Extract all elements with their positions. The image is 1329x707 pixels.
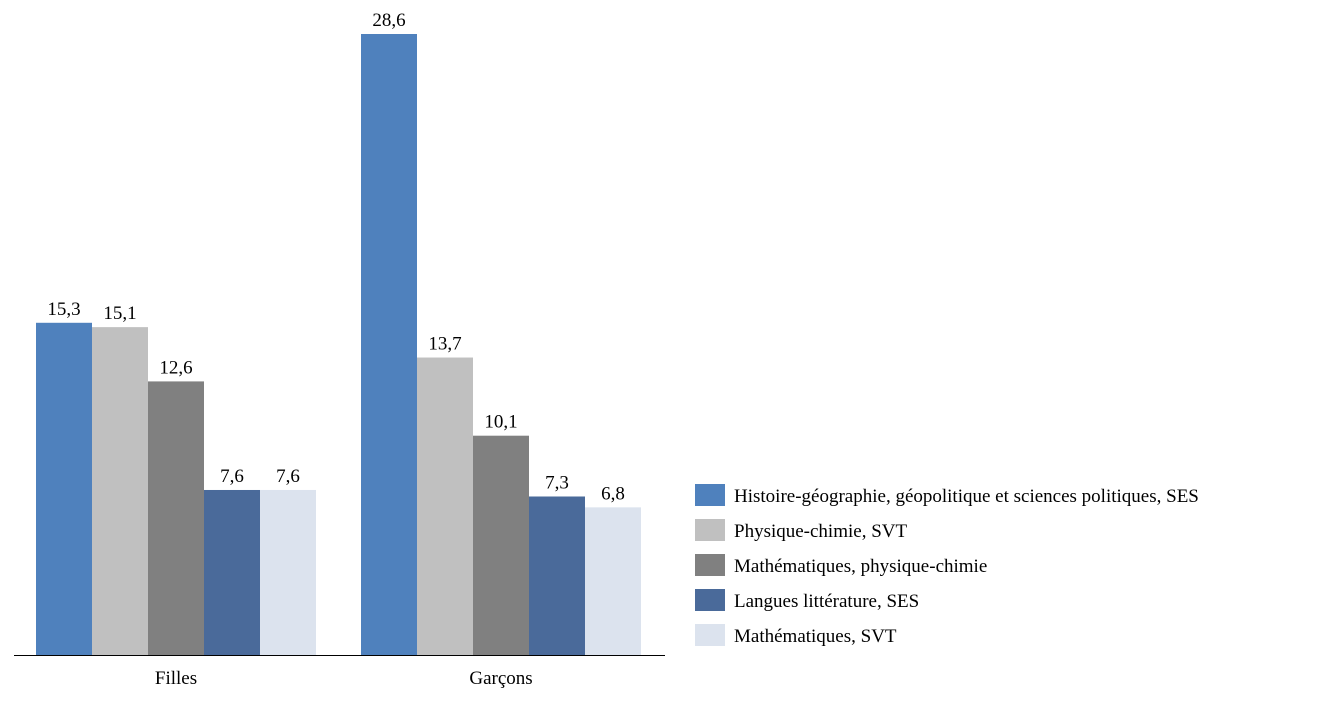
legend-label: Mathématiques, SVT <box>734 626 897 647</box>
data-label: 7,6 <box>220 466 244 487</box>
legend-label: Histoire-géographie, géopolitique et sci… <box>734 486 1199 507</box>
data-label: 15,1 <box>103 303 136 324</box>
legend-swatch <box>695 624 725 646</box>
data-label: 15,3 <box>47 299 80 320</box>
bar <box>260 489 316 655</box>
data-label: 12,6 <box>159 357 192 378</box>
data-label: 28,6 <box>372 10 405 31</box>
legend-swatch <box>695 554 725 576</box>
bar <box>361 34 417 655</box>
legend-label: Langues littérature, SES <box>734 591 919 612</box>
x-tick-label: Garçons <box>469 668 532 689</box>
bar <box>585 507 641 655</box>
bar <box>473 435 529 655</box>
bar <box>148 381 204 655</box>
data-label: 13,7 <box>428 334 461 355</box>
data-label: 6,8 <box>601 483 625 504</box>
bar <box>36 322 92 655</box>
data-label: 7,3 <box>545 472 569 493</box>
bar <box>204 489 260 655</box>
legend-swatch <box>695 519 725 541</box>
legend-swatch <box>695 589 725 611</box>
legend-label: Physique-chimie, SVT <box>734 521 907 542</box>
data-label: 10,1 <box>484 412 517 433</box>
data-label: 7,6 <box>276 466 300 487</box>
legend-swatch <box>695 484 725 506</box>
legend-label: Mathématiques, physique-chimie <box>734 556 987 577</box>
bar <box>417 357 473 655</box>
bar <box>92 327 148 655</box>
x-tick-label: Filles <box>155 668 197 689</box>
bar <box>529 496 585 655</box>
